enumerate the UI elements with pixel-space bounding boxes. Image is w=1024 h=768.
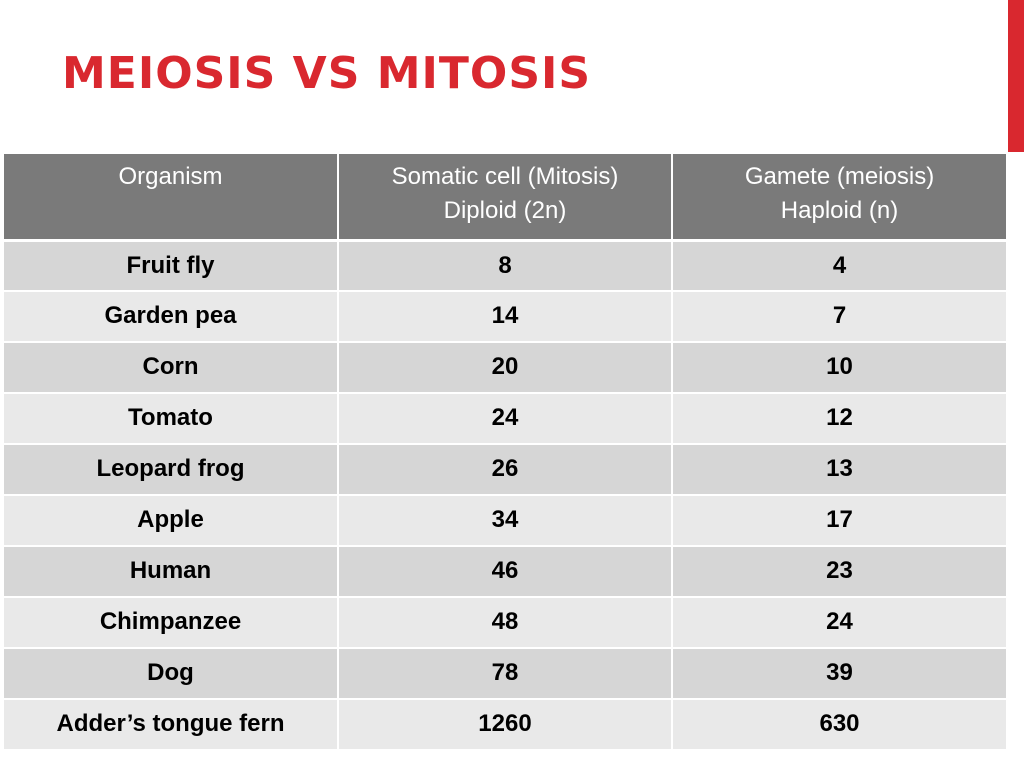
haploid-cell: 12: [671, 393, 1006, 445]
organism-cell: Tomato: [4, 393, 338, 445]
table-row: Garden pea 14 7: [4, 291, 1006, 343]
table-row: Apple 34 17: [4, 495, 1006, 547]
header-gamete-line-2: Haploid (n): [780, 197, 899, 224]
organism-cell: Chimpanzee: [4, 597, 338, 649]
table-row: Chimpanzee 48 24: [4, 597, 1006, 649]
table-row: Fruit fly 8 4: [4, 240, 1006, 292]
diploid-cell: 34: [337, 495, 672, 547]
organism-cell: Dog: [4, 648, 338, 700]
haploid-cell: 630: [671, 699, 1006, 751]
diploid-cell: 24: [337, 393, 672, 445]
slide-title: MEIOSIS VS MITOSIS: [62, 48, 592, 99]
table-row: Adder’s tongue fern 1260 630: [4, 699, 1006, 751]
haploid-cell: 13: [671, 444, 1006, 496]
organism-cell: Garden pea: [4, 291, 338, 343]
chromosome-table: Organism Somatic cell (Mitosis) Diploid …: [4, 154, 1006, 751]
haploid-cell: 17: [671, 495, 1006, 547]
header-organism-line-1: Organism: [118, 163, 223, 190]
haploid-cell: 23: [671, 546, 1006, 598]
chromosome-table-container: Organism Somatic cell (Mitosis) Diploid …: [4, 154, 1006, 751]
organism-cell: Leopard frog: [4, 444, 338, 496]
table-row: Corn 20 10: [4, 342, 1006, 394]
header-gamete-line-1: Gamete (meiosis): [744, 163, 935, 190]
diploid-cell: 1260: [337, 699, 672, 751]
diploid-cell: 26: [337, 444, 672, 496]
table-row: Tomato 24 12: [4, 393, 1006, 445]
red-accent-bar: [1008, 0, 1024, 152]
haploid-cell: 39: [671, 648, 1006, 700]
haploid-cell: 10: [671, 342, 1006, 394]
organism-cell: Fruit fly: [4, 240, 338, 292]
table-row: Leopard frog 26 13: [4, 444, 1006, 496]
diploid-cell: 48: [337, 597, 672, 649]
haploid-cell: 7: [671, 291, 1006, 343]
header-somatic-line-2: Diploid (2n): [443, 197, 567, 224]
organism-cell: Apple: [4, 495, 338, 547]
header-gamete: Gamete (meiosis) Haploid (n): [671, 154, 1006, 242]
header-somatic-cell: Somatic cell (Mitosis) Diploid (2n): [337, 154, 672, 242]
table-header: Organism Somatic cell (Mitosis) Diploid …: [4, 154, 1006, 242]
diploid-cell: 46: [337, 546, 672, 598]
header-organism: Organism: [4, 154, 338, 242]
diploid-cell: 78: [337, 648, 672, 700]
organism-cell: Human: [4, 546, 338, 598]
diploid-cell: 14: [337, 291, 672, 343]
header-somatic-line-1: Somatic cell (Mitosis): [391, 163, 619, 190]
haploid-cell: 4: [671, 240, 1006, 292]
organism-cell: Adder’s tongue fern: [4, 699, 338, 751]
header-row: Organism Somatic cell (Mitosis) Diploid …: [4, 154, 1006, 242]
table-row: Dog 78 39: [4, 648, 1006, 700]
diploid-cell: 8: [337, 240, 672, 292]
organism-cell: Corn: [4, 342, 338, 394]
haploid-cell: 24: [671, 597, 1006, 649]
diploid-cell: 20: [337, 342, 672, 394]
table-row: Human 46 23: [4, 546, 1006, 598]
table-body: Fruit fly 8 4 Garden pea 14 7 Corn 20 10…: [4, 240, 1006, 751]
